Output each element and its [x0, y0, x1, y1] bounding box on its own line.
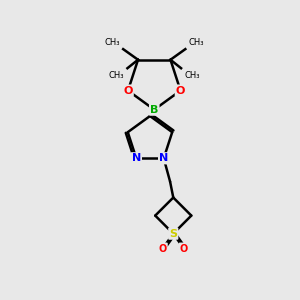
Text: CH₃: CH₃: [104, 38, 120, 47]
Text: CH₃: CH₃: [188, 38, 204, 47]
Text: B: B: [150, 105, 158, 115]
Text: S: S: [169, 229, 177, 238]
Text: CH₃: CH₃: [184, 71, 200, 80]
Text: O: O: [176, 85, 185, 96]
Text: N: N: [159, 153, 168, 163]
Text: O: O: [158, 244, 167, 254]
Text: O: O: [123, 85, 133, 96]
Text: N: N: [132, 153, 141, 163]
Text: O: O: [180, 244, 188, 254]
Text: CH₃: CH₃: [109, 71, 124, 80]
